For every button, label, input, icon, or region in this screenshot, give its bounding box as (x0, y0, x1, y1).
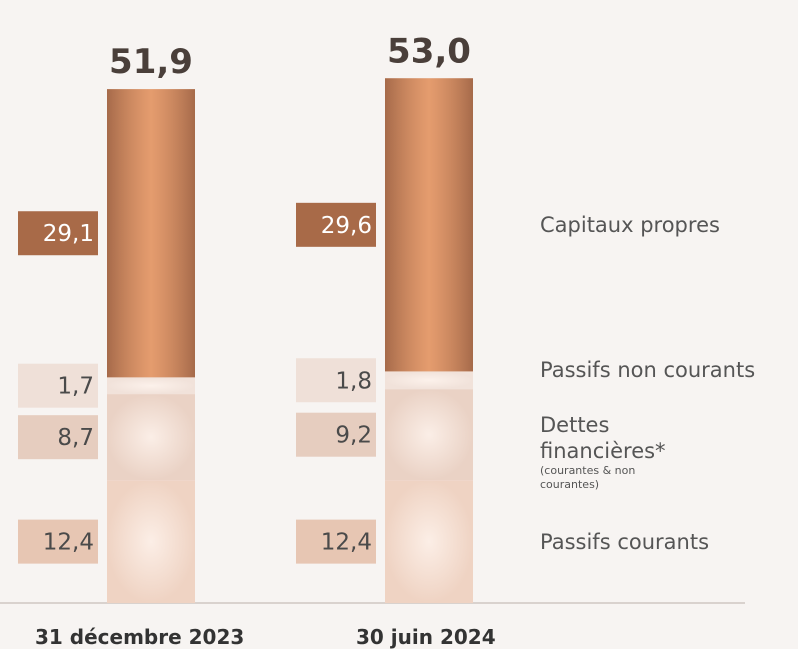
value-label: 8,7 (57, 425, 94, 451)
legend-label: Capitaux propres (540, 212, 720, 237)
value-label-box (18, 519, 98, 564)
value-label: 9,2 (335, 423, 372, 449)
bar-shade (385, 389, 473, 481)
value-label-box (18, 211, 98, 256)
value-label-box (296, 412, 376, 457)
value-label-box (18, 363, 98, 408)
value-label-box (18, 415, 98, 460)
value-label: 12,4 (321, 530, 372, 556)
legend-label: Passifs courants (540, 529, 710, 554)
bar-shade (107, 480, 195, 603)
legend-label: Dettes financières* (540, 412, 666, 463)
value-label-box (296, 358, 376, 403)
value-label: 12,4 (43, 530, 94, 556)
bar-shade (107, 394, 195, 481)
value-label: 29,6 (321, 213, 372, 239)
total-label: 51,9 (109, 42, 193, 82)
value-label: 1,8 (335, 368, 372, 394)
legend-note: (courantes & non courantes) (540, 463, 636, 491)
bar-shade (385, 480, 473, 603)
value-label: 29,1 (43, 221, 94, 247)
total-label: 53,0 (387, 31, 471, 71)
legend-entry: Passifs non courants (540, 357, 770, 383)
bar-shade (107, 377, 195, 395)
bar-shade (385, 371, 473, 390)
value-label-box (296, 202, 376, 247)
legend-entry: Capitaux propres (540, 212, 770, 238)
value-label: 1,7 (57, 374, 94, 400)
value-label-box (296, 519, 376, 564)
category-label: 30 juin 2024 (356, 625, 496, 649)
legend-entry: Passifs courants (540, 529, 770, 555)
bar-shade (385, 78, 473, 372)
bar-shade (107, 89, 195, 378)
category-label: 31 décembre 2023 (35, 625, 244, 649)
legend-label: Passifs non courants (540, 358, 756, 383)
legend-entry: Dettes financières* (courantes & non cour… (540, 412, 670, 492)
